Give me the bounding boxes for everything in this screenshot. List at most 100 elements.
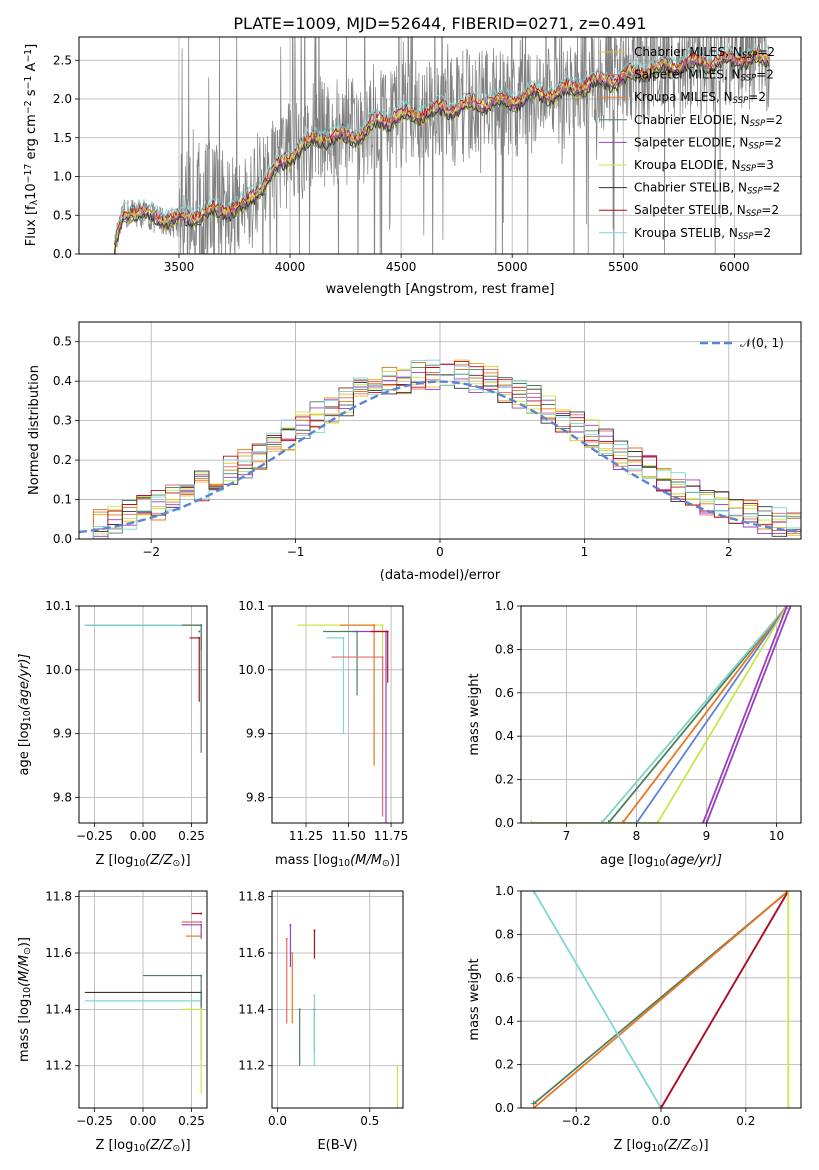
age-vs-mass-point (381, 656, 384, 659)
legend-entry-5: Kroupa ELODIE, NSSP=3 (634, 158, 774, 174)
weight-vs-Z-ytick-label: 0.4 (495, 1014, 514, 1028)
spectrum-ylabel-part: Flux [f (24, 205, 39, 246)
weight-vs-Z-plot-area (530, 891, 792, 1108)
spectrum-ylabel-part: erg cm (24, 114, 39, 163)
mass-vs-ebv-point (285, 937, 288, 940)
legend-name: Salpeter ELODIE, N (634, 135, 748, 149)
age-vs-mass-frame (271, 605, 404, 824)
weight-vs-Z-panel: −0.2 0.0 0.2 0.0 0.2 0.4 0.6 0.8 1.0 Z [log10(Z/Z… (467, 884, 802, 1154)
spectrum-data-line (114, 37, 771, 254)
spectrum-ylabel-part: s (24, 89, 39, 100)
mass-vs-ebv-point (298, 1008, 301, 1011)
mass-vs-Z-point (200, 974, 203, 977)
weight-vs-Z-ytick-label: 0.0 (495, 1101, 514, 1115)
legend-name: Chabrier STELIB, N (634, 181, 747, 195)
weight-vs-age-xtick-label: 9 (703, 829, 711, 843)
weight-vs-age-xlabel-part: age [log (600, 853, 653, 868)
weight-vs-age-marker (703, 820, 710, 823)
spectrum-ylabel-part: −1 (23, 76, 34, 90)
mass-vs-Z-ytick-label: 11.8 (45, 890, 72, 904)
legend-sub: SSP (742, 51, 758, 61)
age-vs-Z-ylabel-part: age [log (17, 722, 32, 775)
weight-vs-age-marker (598, 820, 605, 823)
legend-sub: SSP (741, 74, 757, 84)
mass-vs-Z-xlabel: Z [log10(Z/Z⊙)] (95, 1138, 190, 1154)
spectrum-xlabel: wavelength [Angstrom, rest frame] (326, 282, 555, 297)
mass-vs-Z-xtick-label: −0.25 (76, 1114, 113, 1128)
weight-vs-age-line (600, 606, 788, 823)
weight-vs-Z-ylabel: mass weight (467, 958, 482, 1040)
mass-vs-ebv-ytick-label: 11.4 (238, 1002, 265, 1016)
age-vs-Z-xtick-label: −0.25 (76, 829, 113, 843)
legend-entry-2: Kroupa MILES, NSSP=2 (634, 90, 766, 106)
weight-vs-Z-xlabel-part: (Z/Z (663, 1138, 691, 1153)
mass-vs-ebv-ytick-label: 11.8 (238, 890, 265, 904)
weight-vs-age-frame (520, 605, 802, 824)
residuals-xtick-label: 0 (436, 545, 444, 559)
age-vs-Z-xlabel-part: (Z/Z (145, 853, 173, 868)
spectrum-xtick-label: 3500 (164, 260, 195, 274)
weight-vs-Z-xlabel: Z [log10(Z/Z⊙)] (613, 1138, 708, 1154)
age-vs-mass-xlabel: mass [log10(M/M⊙)] (275, 853, 400, 869)
weight-vs-age-xlabel-part: 10 (653, 858, 665, 869)
age-vs-Z-frame (78, 605, 208, 824)
spectrum-ylabel-part: −17 (23, 164, 34, 184)
residuals-ytick-label: 0.0 (53, 532, 72, 546)
spectrum-model-line-5 (114, 49, 770, 248)
spectrum-ytick-label: 0.5 (53, 208, 72, 222)
age-vs-Z-xlabel-part: )] (180, 853, 190, 868)
mass-vs-ebv-xtick-label: 0.5 (360, 1114, 379, 1128)
spectrum-ylabel: Flux [fλ10−17 erg cm−2 s−1 A−1] (23, 44, 40, 246)
weight-vs-Z-xtick-label: 0.0 (651, 1114, 670, 1128)
age-vs-mass-xlabel-part: ⊙ (382, 858, 390, 869)
weight-vs-Z-line (660, 891, 790, 1108)
age-vs-mass-ytick-label: 10.0 (238, 663, 265, 677)
normal-curve (79, 380, 801, 534)
weight-vs-age-line (621, 606, 788, 823)
weight-vs-age-marker (654, 820, 661, 823)
spectrum-model-line-7 (114, 44, 770, 245)
age-vs-Z-point (198, 630, 201, 633)
weight-vs-age-marker (633, 820, 640, 823)
spectrum-ylabel-part: ] (24, 44, 39, 49)
spectrum-model-line-6 (114, 58, 770, 254)
weight-vs-Z-xlabel-part: ⊙ (691, 1143, 699, 1154)
spectrum-ytick-label: 1.5 (53, 131, 72, 145)
age-vs-Z-xtick-label: 0.00 (130, 829, 157, 843)
weight-vs-age-ytick-label: 0.6 (495, 686, 514, 700)
age-vs-Z-ylabel-part: (age/yr)] (17, 654, 32, 711)
weight-vs-age-ytick-label: 1.0 (495, 599, 514, 613)
legend-entry-7: Salpeter STELIB, NSSP=2 (634, 203, 779, 219)
age-vs-Z-ytick-label: 9.9 (53, 727, 72, 741)
residuals-xlabel: (data-model)/error (380, 568, 501, 583)
spectrum-xtick-label: 5500 (608, 260, 639, 274)
weight-vs-age-marker (528, 820, 535, 823)
mass-vs-Z-ytick-label: 11.6 (45, 946, 72, 960)
legend-entry-8: Kroupa STELIB, NSSP=2 (634, 226, 771, 242)
age-vs-Z-ytick-label: 10.1 (45, 599, 72, 613)
age-vs-Z-xlabel: Z [log10(Z/Z⊙)] (95, 853, 190, 869)
residuals-frame (78, 321, 802, 540)
legend-sub: SSP (746, 209, 762, 219)
weight-vs-Z-ytick-label: 0.6 (495, 971, 514, 985)
legend-suffix: =2 (748, 90, 766, 104)
age-vs-Z-point (200, 624, 203, 627)
legend-name: Chabrier ELODIE, N (634, 113, 750, 127)
age-vs-mass-point (381, 624, 384, 627)
weight-vs-age-plot-area (528, 606, 794, 823)
age-vs-mass-point (373, 624, 376, 627)
age-vs-mass-xlabel-part: mass [log (275, 853, 338, 868)
residuals-ytick-label: 0.1 (53, 493, 72, 507)
mass-vs-Z-ylabel-part: ⊙ (22, 947, 33, 955)
mass-vs-Z-frame (78, 890, 208, 1109)
weight-vs-age-line (656, 606, 788, 823)
mass-vs-ebv-point (313, 929, 316, 932)
residuals-ytick-label: 0.4 (53, 374, 72, 388)
legend-sub: SSP (747, 187, 763, 197)
legend-suffix: =2 (754, 226, 772, 240)
mass-vs-ebv-point (396, 1064, 399, 1067)
